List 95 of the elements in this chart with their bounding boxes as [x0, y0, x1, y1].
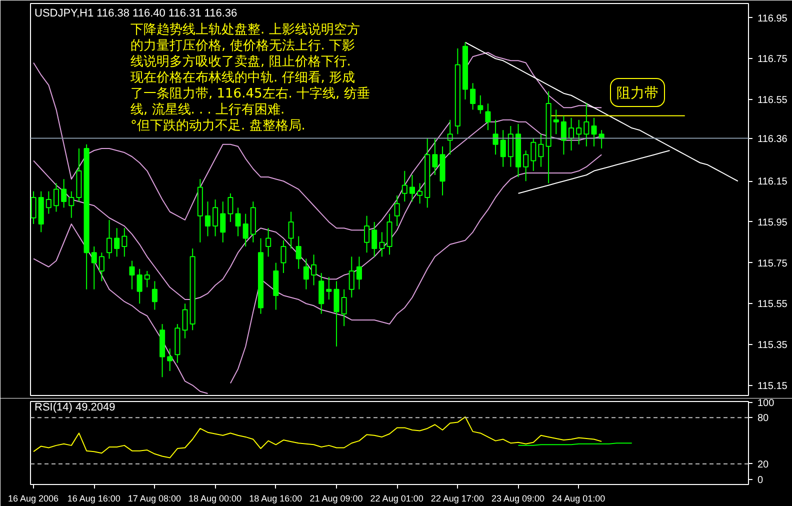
candlestick	[538, 134, 544, 168]
candlestick	[432, 138, 438, 176]
candlestick	[114, 228, 120, 258]
candlestick	[68, 190, 74, 218]
x-tick-label: 24 Aug 01:00	[552, 494, 606, 504]
candlestick	[485, 103, 491, 131]
candlestick	[144, 270, 150, 288]
y-tick-label: 100	[758, 398, 775, 409]
x-tick-label: 16 Aug 2006	[8, 494, 59, 504]
y-tick-label: 115.35	[758, 340, 788, 351]
candlestick	[266, 228, 272, 258]
y-tick-label: 116.75	[758, 54, 788, 66]
x-tick-label: 18 Aug 16:00	[249, 494, 302, 504]
y-tick-label: 116.95	[758, 13, 788, 24]
candlestick	[91, 246, 97, 290]
annotation: °但下跌的动力不足. 盘整格局.	[130, 118, 306, 134]
candlestick	[61, 178, 67, 208]
candlestick	[326, 276, 332, 300]
x-tick-label: 22 Aug 01:00	[370, 494, 424, 504]
candlestick	[478, 94, 484, 114]
candlestick	[334, 280, 340, 347]
candlestick	[470, 82, 476, 110]
candlestick	[492, 119, 498, 156]
candlestick	[296, 236, 302, 270]
chart-title: RSI(14) 49.2049	[34, 402, 116, 414]
candlestick	[182, 303, 188, 339]
candlestick	[129, 260, 135, 290]
candlestick	[568, 117, 574, 151]
candlestick	[46, 190, 52, 214]
candlestick	[220, 201, 226, 243]
annotation: 阻力带	[616, 84, 658, 100]
candlestick	[318, 272, 324, 314]
y-tick-label: 116.55	[758, 94, 788, 106]
candlestick	[212, 199, 218, 237]
y-tick-label: 80	[758, 413, 770, 424]
y-tick-label: 116.36	[758, 134, 788, 145]
y-tick-label: 115.15	[758, 380, 788, 392]
candlestick	[122, 228, 128, 258]
candlestick	[553, 109, 559, 135]
candlestick	[591, 117, 597, 147]
line-series	[518, 150, 670, 194]
annotation: 线说明多方吸收了卖盘, 阻止价格下行.	[130, 54, 351, 70]
candlestick	[280, 240, 286, 274]
x-tick-label: 22 Aug 17:00	[430, 494, 484, 504]
line-series	[464, 42, 738, 182]
candlestick	[303, 258, 309, 290]
candlestick	[106, 219, 112, 260]
x-tick-label: 21 Aug 09:00	[310, 494, 363, 504]
annotation: 了一条阻力带, 116.45左右. 十字线, 纺垂	[130, 86, 370, 102]
x-tick-label: 18 Aug 00:00	[188, 494, 242, 504]
line-series	[33, 416, 602, 458]
candlestick	[242, 213, 248, 247]
candlestick	[53, 182, 60, 212]
candlestick	[379, 232, 385, 258]
candlestick	[98, 252, 104, 282]
chart-title: USDJPY,H1 116.38 116.40 116.31 116.36	[34, 8, 238, 20]
y-tick-label: 116.15	[758, 176, 788, 188]
candlestick	[500, 130, 506, 168]
candlestick	[394, 194, 400, 227]
candlestick	[598, 130, 604, 149]
y-tick-label: 115.55	[758, 299, 788, 310]
candlestick	[530, 138, 536, 172]
candlestick	[447, 119, 453, 156]
candlestick	[136, 268, 142, 304]
x-tick-label: 17 Aug 08:00	[128, 494, 181, 504]
candlestick	[402, 170, 408, 202]
candlestick	[584, 103, 590, 147]
candlestick	[341, 288, 347, 327]
candlestick	[372, 221, 378, 258]
candlestick	[228, 192, 234, 222]
candlestick	[348, 256, 354, 298]
candlestick	[508, 126, 514, 168]
candlestick	[576, 119, 582, 145]
y-tick-label: 115.75	[758, 258, 788, 270]
candlestick	[288, 211, 294, 249]
x-tick-label: 16 Aug 16:00	[67, 494, 120, 504]
candlestick	[356, 256, 362, 290]
candlestick	[310, 254, 317, 286]
y-tick-label: 115.95	[758, 217, 788, 228]
annotation: 的力量打压价格, 使价格无法上行. 下影	[130, 38, 356, 54]
annotation: 现在价格在布林线的中轨. 仔细看, 形成	[130, 70, 356, 86]
annotation: 线, 流星线. . . 上行有困难.	[130, 102, 285, 118]
x-tick-label: 23 Aug 09:00	[491, 494, 545, 504]
candlestick	[523, 150, 529, 182]
candlestick	[167, 348, 173, 372]
candlestick	[204, 201, 210, 237]
candlestick	[417, 182, 423, 204]
annotation: 下降趋势线上轨处盘整. 上影线说明空方	[130, 22, 360, 38]
candlestick	[235, 207, 241, 237]
candlestick	[152, 280, 158, 310]
y-tick-label: 0	[758, 474, 764, 486]
candlestick	[409, 174, 415, 202]
candlestick	[364, 215, 370, 254]
y-tick-label: 20	[758, 459, 770, 470]
candlestick	[560, 115, 566, 156]
